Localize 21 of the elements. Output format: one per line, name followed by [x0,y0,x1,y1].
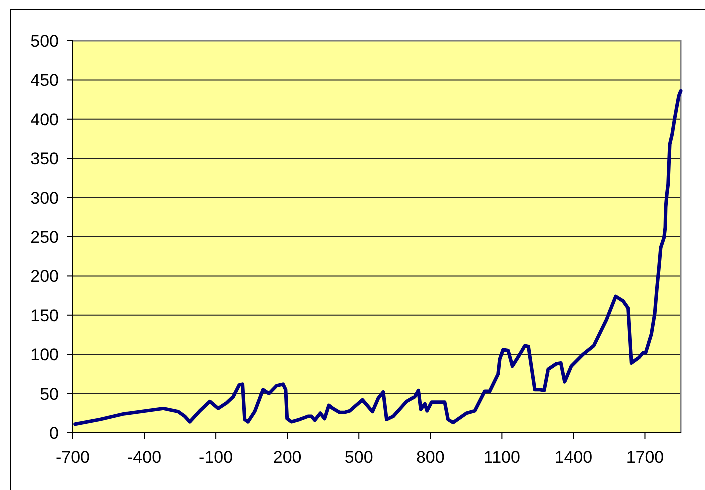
y-tick-label: 50 [40,384,59,404]
y-tick-label: 100 [30,346,59,365]
y-tick-label: 450 [30,71,59,90]
y-tick-label: 400 [30,110,59,130]
y-tick-label: 350 [30,150,59,169]
x-tick-label: -100 [199,448,234,467]
y-tick-label: 150 [30,306,59,326]
x-tick-label: -700 [56,448,90,467]
x-tick-label: 1700 [626,448,664,467]
x-tick-label: 200 [273,448,302,467]
y-tick-label: 0 [50,424,59,443]
y-tick-label: 250 [30,228,59,247]
line-series [74,89,683,426]
x-tick-label: 1100 [484,448,520,467]
y-tick-label: 300 [30,188,59,208]
x-tick-label: -400 [128,448,162,467]
x-tick-label: 1400 [554,448,593,467]
x-tick-label: 500 [344,448,374,467]
y-tick-label: 200 [30,267,59,286]
x-tick-label: 800 [416,448,445,467]
y-tick-label: 500 [30,32,59,51]
